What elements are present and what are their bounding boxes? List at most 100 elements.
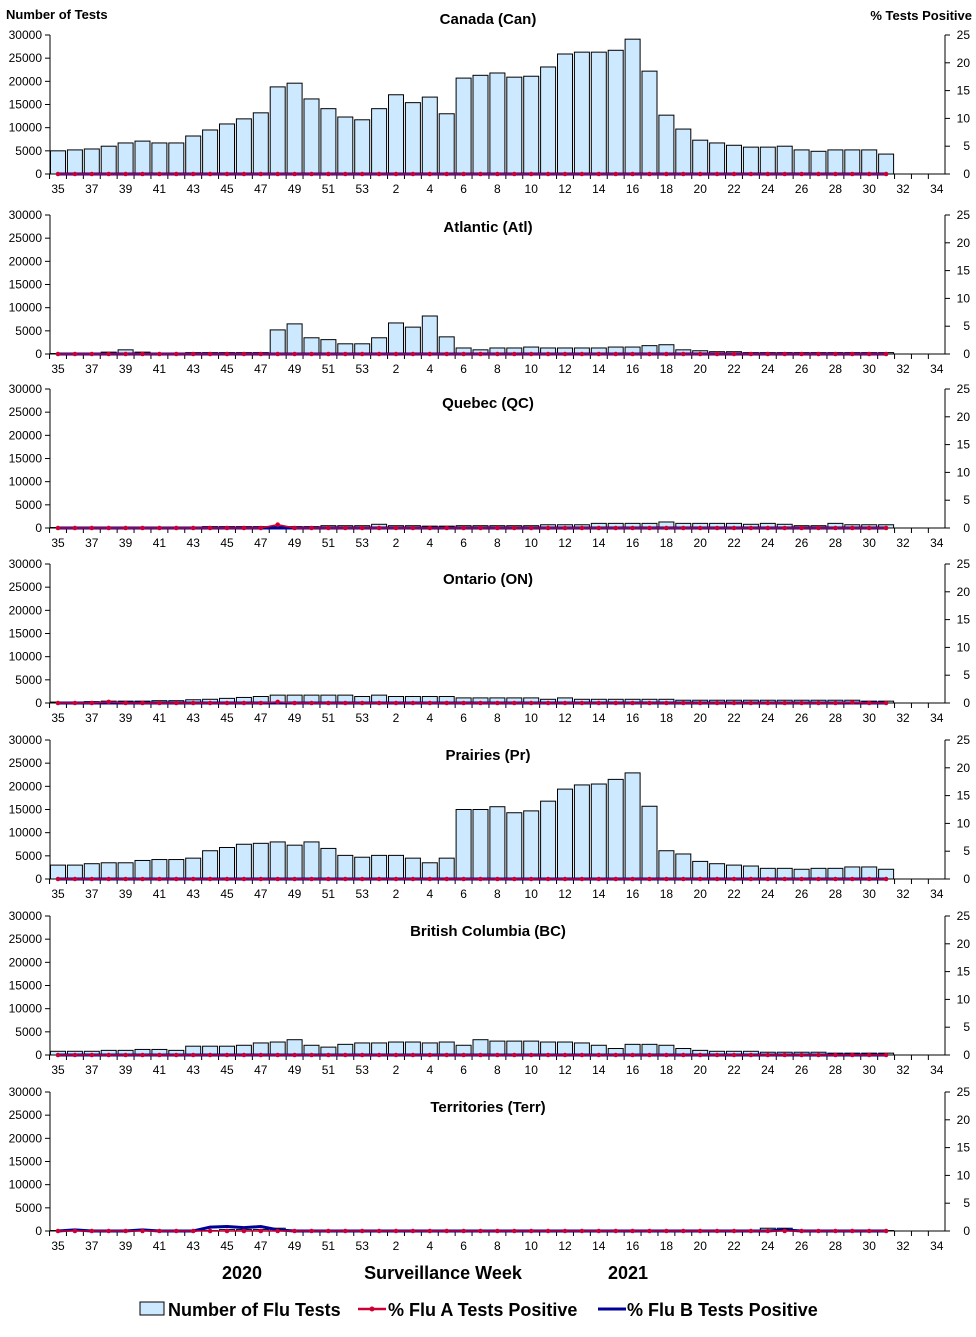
- x-tick-label: 53: [356, 711, 370, 725]
- flu-a-point: [597, 526, 602, 531]
- bar-week-48: [270, 330, 285, 354]
- flu-a-point: [73, 172, 78, 177]
- flu-a-point: [106, 1053, 111, 1058]
- right-tick-label: 0: [963, 1224, 970, 1238]
- bar-week-13: [574, 52, 589, 174]
- flu-a-point: [782, 877, 787, 882]
- bar-week-50: [304, 842, 319, 879]
- bar-week-38: [101, 863, 116, 879]
- x-tick-label: 24: [761, 711, 775, 725]
- flu-a-point: [259, 352, 264, 357]
- flu-a-point: [123, 1053, 128, 1058]
- flu-a-point: [681, 1053, 686, 1058]
- flu-a-point: [123, 1229, 128, 1234]
- bar-week-9: [507, 813, 522, 879]
- bar-week-14: [591, 52, 606, 174]
- flu-a-point: [428, 701, 433, 706]
- right-tick-label: 25: [957, 909, 971, 923]
- flu-a-point: [73, 1229, 78, 1234]
- x-tick-label: 39: [119, 711, 133, 725]
- flu-a-point: [208, 172, 213, 177]
- flu-a-point: [191, 352, 196, 357]
- flu-a-point: [563, 526, 568, 531]
- left-tick-label: 10000: [9, 301, 43, 315]
- flu-a-point: [174, 701, 179, 706]
- flu-a-point: [850, 700, 855, 705]
- flu-a-point: [715, 172, 720, 177]
- panel-title: Ontario (ON): [443, 571, 533, 588]
- flu-a-point: [630, 172, 635, 177]
- flu-a-point: [580, 701, 585, 706]
- left-tick-label: 10000: [9, 1002, 43, 1016]
- flu-a-point: [478, 1229, 483, 1234]
- flu-a-point: [461, 526, 466, 531]
- flu-a-point: [123, 352, 128, 357]
- panel-british-columbia-bc: British Columbia (BC)0500010000150002000…: [9, 909, 971, 1077]
- left-tick-label: 0: [35, 347, 42, 361]
- flu-a-point: [123, 877, 128, 882]
- right-tick-label: 10: [957, 992, 971, 1006]
- left-tick-label: 25000: [9, 51, 43, 65]
- flu-a-point: [461, 1229, 466, 1234]
- flu-a-point: [512, 526, 517, 531]
- flu-a-point: [850, 1229, 855, 1234]
- bar-week-44: [203, 851, 218, 879]
- x-tick-label: 37: [85, 536, 99, 550]
- left-tick-label: 25000: [9, 756, 43, 770]
- x-tick-label: 20: [694, 536, 708, 550]
- x-tick-label: 49: [288, 711, 302, 725]
- flu-a-point: [884, 352, 889, 357]
- x-tick-label: 43: [187, 1063, 201, 1077]
- flu-a-point: [157, 352, 162, 357]
- flu-a-point: [681, 701, 686, 706]
- flu-a-point: [884, 1229, 889, 1234]
- flu-a-point: [715, 1053, 720, 1058]
- flu-a-point: [343, 701, 348, 706]
- bar-week-14: [591, 784, 606, 879]
- flu-a-point: [56, 352, 61, 357]
- x-tick-label: 22: [727, 1239, 741, 1253]
- x-tick-label: 26: [795, 711, 809, 725]
- x-tick-label: 4: [426, 536, 433, 550]
- x-tick-label: 47: [254, 1063, 268, 1077]
- flu-a-point: [73, 352, 78, 357]
- flu-a-point: [56, 877, 61, 882]
- flu-a-point: [123, 172, 128, 177]
- flu-a-point: [647, 1229, 652, 1234]
- right-tick-label: 25: [957, 382, 971, 396]
- flu-a-point: [799, 526, 804, 531]
- right-tick-label: 15: [957, 613, 971, 627]
- flu-a-point: [850, 172, 855, 177]
- flu-a-point: [698, 526, 703, 531]
- left-tick-label: 20000: [9, 74, 43, 88]
- x-tick-label: 4: [426, 182, 433, 196]
- flu-a-point: [529, 877, 534, 882]
- left-tick-label: 10000: [9, 826, 43, 840]
- x-tick-label: 4: [426, 1063, 433, 1077]
- bar-week-41: [152, 860, 167, 879]
- flu-a-point: [664, 701, 669, 706]
- x-tick-label: 51: [322, 887, 336, 901]
- x-tick-label: 18: [660, 536, 674, 550]
- flu-a-point: [225, 526, 230, 531]
- flu-a-point: [225, 352, 230, 357]
- bar-week-38: [101, 146, 116, 174]
- left-tick-label: 20000: [9, 603, 43, 617]
- x-tick-label: 6: [460, 711, 467, 725]
- flu-a-point: [782, 1053, 787, 1058]
- flu-a-point: [749, 701, 754, 706]
- bar-week-4: [422, 97, 437, 174]
- x-tick-label: 24: [761, 536, 775, 550]
- bar-week-45: [220, 847, 235, 879]
- bar-week-29: [845, 150, 860, 174]
- flu-a-point: [360, 352, 365, 357]
- legend-marker-flu-a: [370, 1307, 375, 1312]
- right-tick-label: 20: [957, 585, 971, 599]
- flu-a-point: [461, 172, 466, 177]
- year-label-2020: 2020: [222, 1263, 262, 1283]
- flu-a-point: [73, 701, 78, 706]
- bar-week-1: [372, 109, 387, 174]
- flu-a-point: [56, 1053, 61, 1058]
- x-tick-label: 32: [896, 711, 910, 725]
